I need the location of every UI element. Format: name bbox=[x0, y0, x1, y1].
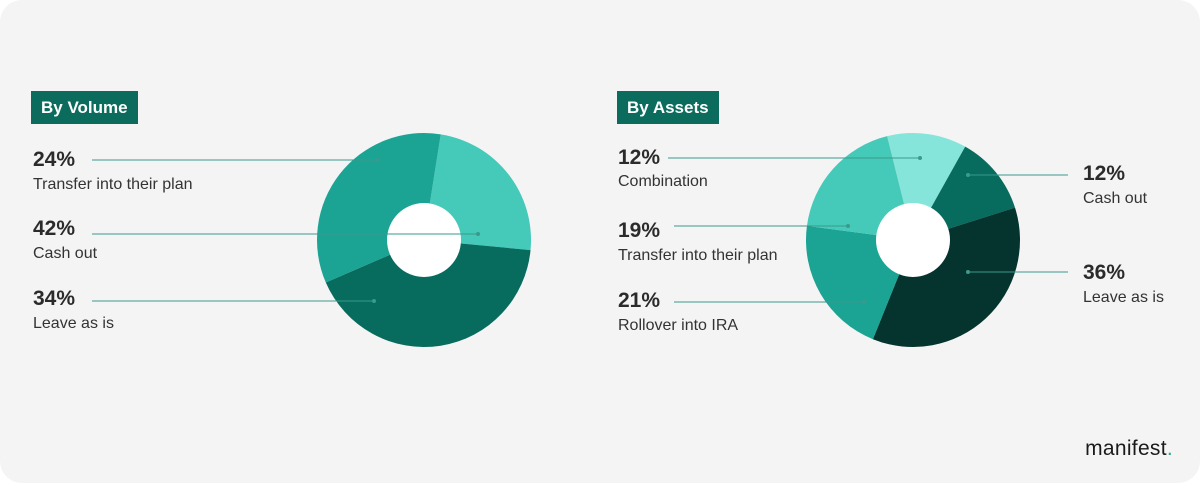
donut1-hole bbox=[387, 203, 461, 277]
donut2-leader-dot-leave bbox=[966, 270, 970, 274]
assets-combination-pct: 12% bbox=[618, 146, 661, 169]
assets-leave-label: Leave as is bbox=[1083, 289, 1164, 306]
assets-cashout-label: Cash out bbox=[1083, 190, 1148, 207]
by-assets-title-badge: By Assets bbox=[617, 91, 719, 124]
volume-cashout-label: Cash out bbox=[33, 245, 98, 262]
assets-transfer-pct: 19% bbox=[618, 219, 661, 242]
assets-cashout-pct: 12% bbox=[1083, 162, 1126, 185]
assets-rollover-label: Rollover into IRA bbox=[618, 317, 739, 334]
volume-leave-label: Leave as is bbox=[33, 315, 114, 332]
donut1-leader-dot-cashout bbox=[476, 232, 480, 236]
volume-leave-pct: 34% bbox=[33, 287, 76, 310]
donut1-leader-dot-transfer bbox=[376, 158, 380, 162]
assets-combination-label: Combination bbox=[618, 173, 708, 190]
donut2-leader-dot-transfer bbox=[846, 224, 850, 228]
volume-transfer-pct: 24% bbox=[33, 148, 76, 171]
donut1-slice-cashout bbox=[325, 240, 531, 348]
donut2-slice-leave bbox=[872, 207, 1020, 347]
volume-transfer-label: Transfer into their plan bbox=[33, 176, 193, 193]
by-volume-title-badge: By Volume bbox=[31, 91, 138, 124]
donut2-leader-dot-cashout bbox=[966, 173, 970, 177]
assets-transfer-label: Transfer into their plan bbox=[618, 247, 778, 264]
volume-cashout-pct: 42% bbox=[33, 217, 76, 240]
donut2-hole bbox=[876, 203, 950, 277]
manifest-logo: manifest. bbox=[1085, 437, 1173, 460]
assets-leave-pct: 36% bbox=[1083, 261, 1126, 284]
donut2-slice-transfer bbox=[806, 136, 913, 240]
donut1-leader-dot-leave bbox=[372, 299, 376, 303]
donut2-leader-dot-combination bbox=[918, 156, 922, 160]
donut2-leader-dot-rollover bbox=[862, 300, 866, 304]
assets-rollover-pct: 21% bbox=[618, 289, 661, 312]
